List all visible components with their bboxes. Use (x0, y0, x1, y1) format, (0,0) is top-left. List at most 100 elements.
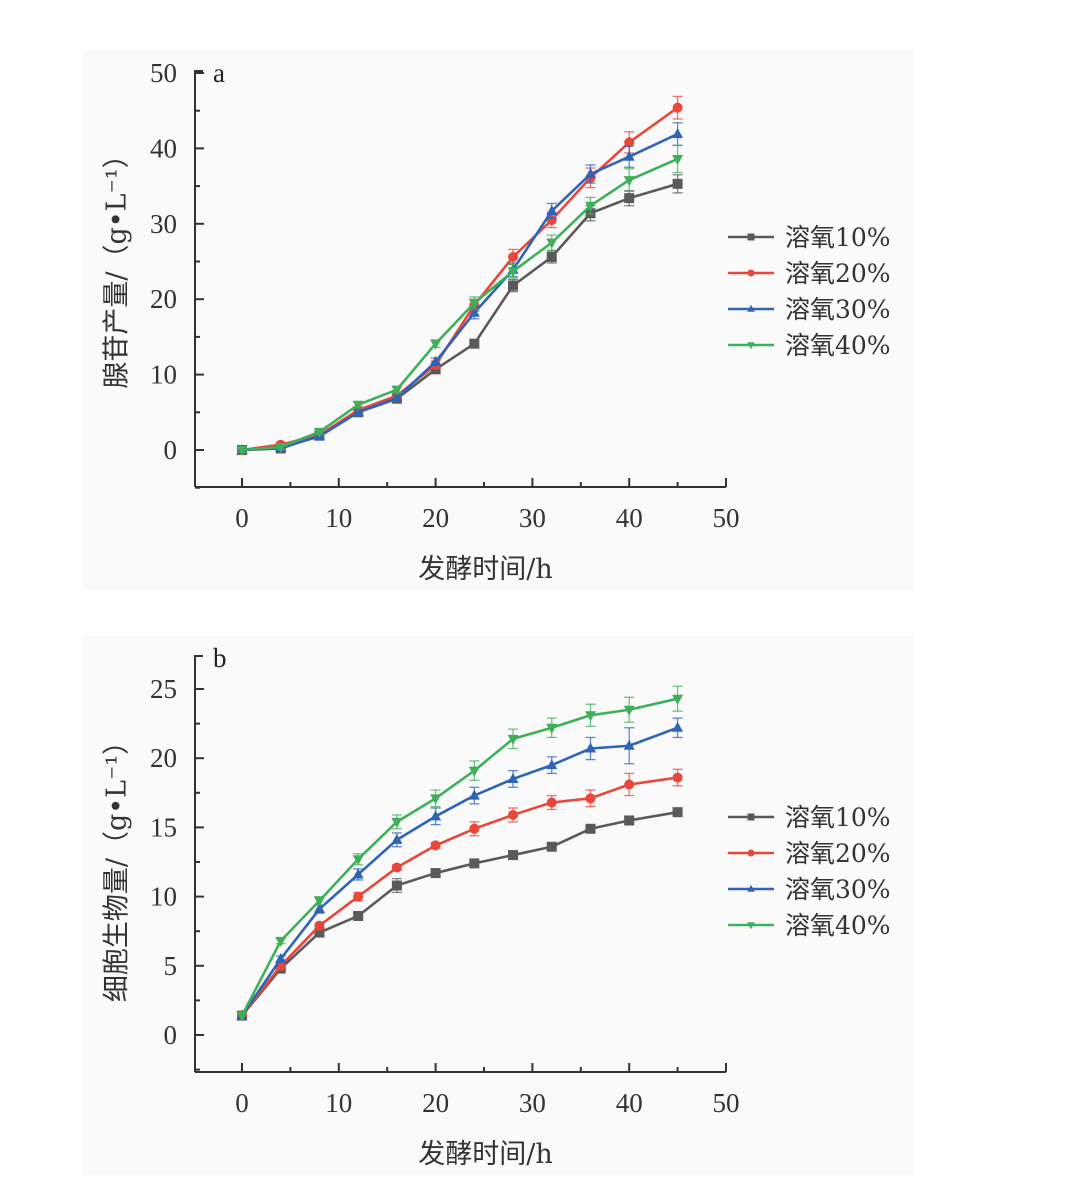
x-tick-label: 0 (235, 1088, 249, 1118)
x-axis-title: 发酵时间/h (418, 1139, 553, 1170)
legend-marker (747, 269, 755, 277)
series-1 (237, 807, 683, 1021)
data-point (508, 850, 519, 861)
y-tick-label: 5 (164, 951, 178, 981)
data-point (391, 817, 403, 828)
chart-a: 0 10 20 30 40 50 0 10 20 30 40 50 发酵时间/h 腺苷产量/（g•L⁻¹）… (102, 58, 891, 585)
legend-label: 溶氧20% (785, 259, 891, 288)
chart-b: 0 5 10 15 20 25 0 10 20 30 40 50 发酵时间/h 细胞生物量/（g•L⁻¹）… (102, 643, 891, 1170)
data-point (352, 400, 364, 411)
data-point (672, 102, 683, 113)
data-point (468, 306, 480, 317)
data-point (391, 880, 402, 891)
data-point (624, 193, 635, 204)
data-point (546, 238, 558, 249)
data-point (672, 721, 684, 732)
x-tick-label: 20 (422, 1088, 449, 1118)
series-1 (237, 174, 683, 455)
x-tick-label: 0 (235, 503, 249, 533)
data-point (469, 858, 480, 869)
series-line (241, 132, 679, 452)
data-point (507, 734, 519, 745)
y-tick-label: 10 (150, 882, 177, 912)
data-point (546, 759, 558, 770)
x-tick-label: 30 (519, 1088, 546, 1118)
y-tick-label: 0 (164, 1020, 178, 1050)
data-point (236, 1011, 248, 1022)
data-point (430, 794, 442, 805)
legend-marker (747, 342, 755, 350)
x-tick-label: 30 (519, 503, 546, 533)
data-point (430, 868, 441, 879)
data-point (672, 694, 684, 705)
data-point (430, 355, 442, 366)
data-point (236, 446, 248, 456)
data-point (391, 391, 403, 402)
data-point (314, 920, 325, 931)
data-point (469, 338, 480, 349)
x-tick-label: 40 (616, 503, 643, 533)
data-point (391, 862, 402, 873)
data-point (672, 772, 683, 783)
data-point (624, 815, 635, 826)
data-point (468, 298, 480, 309)
legend-label: 溶氧30% (785, 295, 891, 324)
data-point (546, 841, 557, 852)
data-point (275, 936, 287, 947)
data-point (468, 766, 480, 777)
chart-b-svg: 0 5 10 15 20 25 0 10 20 30 40 50 发酵时间/h 细胞生物量/（g•L⁻¹）… (102, 643, 891, 1170)
data-point (353, 910, 364, 921)
data-point (623, 739, 635, 750)
data-point (623, 176, 635, 187)
x-tick-label: 40 (616, 1088, 643, 1118)
data-point (469, 823, 480, 834)
data-point (508, 280, 519, 291)
panel-letter: b (213, 643, 227, 673)
data-point (624, 779, 635, 790)
y-tick-label: 20 (150, 743, 177, 773)
data-point (313, 896, 325, 907)
legend-marker (747, 884, 755, 892)
legend-item: 溶氧20% (728, 839, 891, 868)
data-point (623, 705, 635, 716)
data-point (623, 150, 635, 161)
data-point (584, 201, 596, 212)
data-point (546, 723, 558, 734)
data-point (584, 168, 596, 179)
data-point (508, 251, 519, 262)
data-point (507, 267, 519, 278)
data-point (624, 137, 635, 148)
chart-a-svg: 0 10 20 30 40 50 0 10 20 30 40 50 发酵时间/h 腺苷产量/（g•L⁻¹）… (102, 58, 891, 585)
data-point (314, 927, 325, 938)
legend-item: 溶氧30% (728, 875, 891, 904)
legend-marker (747, 304, 755, 312)
y-tick-label: 15 (150, 812, 177, 842)
y-tick-label: 25 (150, 674, 177, 704)
x-tick-label: 10 (325, 1088, 352, 1118)
data-point (313, 427, 325, 438)
chart-panel-b: 0 5 10 15 20 25 0 10 20 30 40 50 发酵时间/h 细胞生物量/（g•L⁻¹）… (83, 635, 913, 1175)
series-line (240, 726, 679, 1017)
data-point (352, 406, 364, 417)
data-point (672, 154, 684, 165)
series-2 (237, 768, 683, 1021)
data-point (391, 385, 403, 396)
data-point (508, 809, 519, 820)
data-point (584, 742, 596, 753)
legend-label: 溶氧40% (785, 331, 891, 360)
y-tick-label: 30 (150, 209, 177, 239)
legend-item: 溶氧20% (728, 259, 891, 288)
data-point (585, 823, 596, 834)
data-point (672, 128, 684, 139)
legend-marker (747, 849, 755, 857)
data-point (546, 215, 557, 226)
panel-letter: a (213, 58, 225, 88)
x-tick-label: 20 (422, 503, 449, 533)
legend-label: 溶氧10% (785, 223, 891, 252)
data-point (430, 339, 442, 350)
data-point (313, 903, 325, 914)
series-line (240, 810, 678, 1017)
data-point (352, 855, 364, 866)
legend-item: 溶氧10% (728, 223, 891, 252)
x-tick-label: 50 (713, 503, 740, 533)
